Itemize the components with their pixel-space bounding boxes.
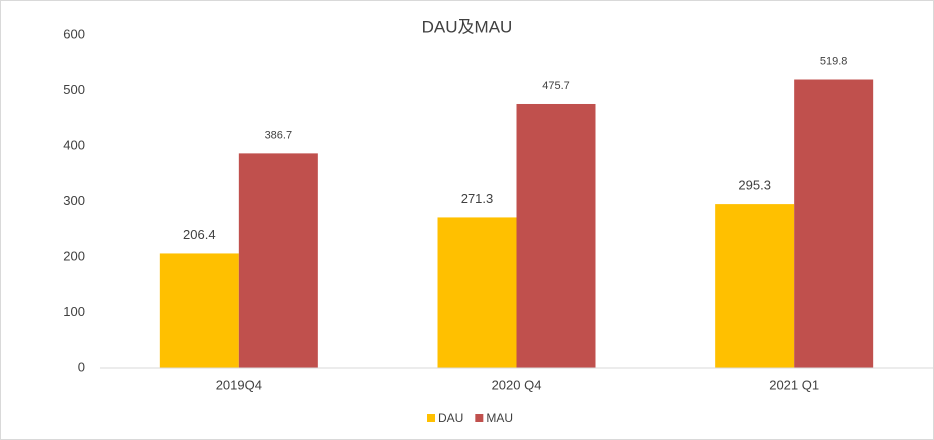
bar [437, 217, 517, 368]
y-tick-label: 400 [63, 137, 85, 152]
x-tick-label: 2020 Q4 [492, 377, 542, 392]
y-tick-label: 100 [63, 304, 85, 319]
legend-swatch [427, 414, 435, 422]
data-label: 475.7 [542, 80, 570, 92]
y-tick-label: 600 [63, 26, 85, 41]
chart-title: DAU及MAU [422, 17, 513, 36]
data-label: 271.3 [461, 191, 494, 206]
bar [715, 204, 795, 368]
y-tick-label: 0 [78, 359, 85, 374]
data-label: 386.7 [265, 129, 293, 141]
bar [238, 153, 318, 368]
y-tick-label: 500 [63, 82, 85, 97]
legend-label: MAU [486, 411, 513, 425]
legend-label: DAU [438, 411, 463, 425]
data-label: 295.3 [738, 178, 771, 193]
legend-swatch [475, 414, 484, 422]
x-tick-label: 2021 Q1 [769, 377, 819, 392]
x-tick-label: 2019Q4 [216, 377, 262, 392]
data-label: 206.4 [183, 227, 216, 242]
data-label: 519.8 [820, 55, 848, 67]
bar [794, 79, 874, 369]
bar [159, 253, 239, 368]
y-tick-label: 300 [63, 193, 85, 208]
y-tick-label: 200 [63, 248, 85, 263]
bar [516, 103, 596, 368]
